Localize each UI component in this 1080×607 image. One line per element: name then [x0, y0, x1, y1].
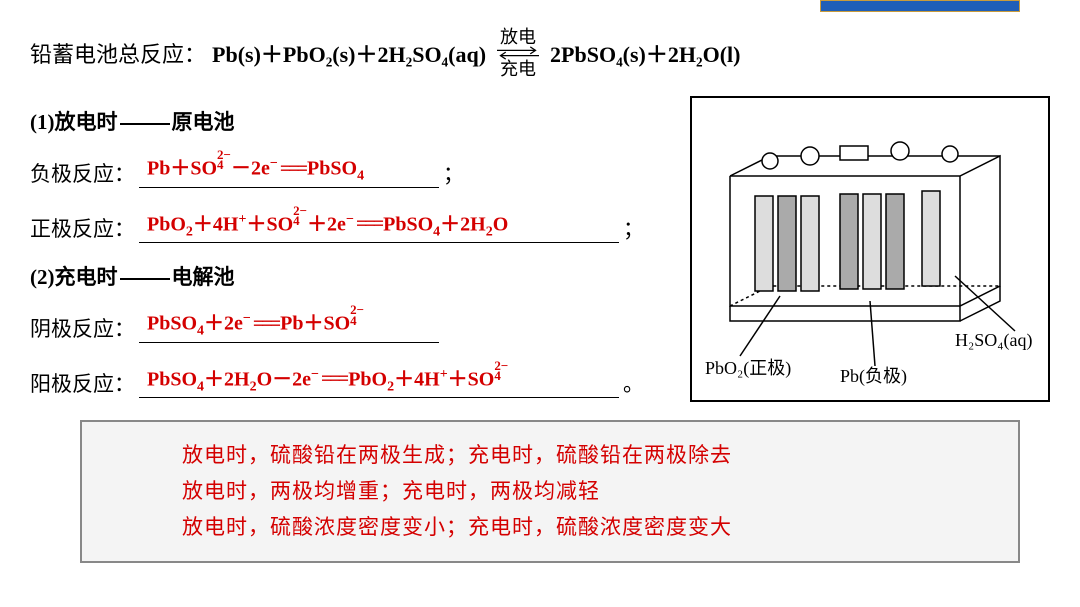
anode-label: 阳极反应：	[30, 368, 135, 398]
arrow-symbol	[492, 46, 544, 60]
cathode-line: 阴极反应： PbSO4＋2e−===Pb＋SO2−4	[30, 305, 680, 343]
diagram-label-pb: Pb(负极)	[840, 366, 907, 386]
overall-reaction: 铅蓄电池总反应： Pb(s)＋PbO₂(s)＋2H₂SO₄(aq) 放电 充电 …	[30, 28, 1050, 78]
arrow-top-label: 放电	[500, 28, 536, 46]
section-1-title: (1)放电时 原电池	[30, 106, 680, 136]
equations-column: (1)放电时 原电池 负极反应： Pb＋SO2−4－2e−===PbSO4 ； 正…	[30, 96, 680, 402]
summary-line-3: 放电时，硫酸浓度密度变小；充电时，硫酸浓度密度变大	[182, 510, 978, 546]
diagram-label-pbo2: PbO₂(正极)	[705, 358, 791, 379]
reaction-rhs: 2PbSO₄(s)＋2H₂O(l)	[550, 37, 740, 69]
top-badge	[820, 0, 1020, 12]
cathode-answer: PbSO4＋2e−===Pb＋SO2−4	[139, 305, 439, 343]
anode-answer: PbSO4＋2H2O－2e−===PbO2＋4H+＋SO2−4	[139, 361, 619, 399]
reaction-label: 铅蓄电池总反应：	[30, 37, 206, 69]
negative-punct: ；	[443, 158, 464, 188]
anode-punct: 。	[623, 368, 644, 398]
section-1-prefix: (1)放电时	[30, 110, 118, 134]
summary-line-1: 放电时，硫酸铅在两极生成；充电时，硫酸铅在两极除去	[182, 438, 978, 474]
negative-electrode-line: 负极反应： Pb＋SO2−4－2e−===PbSO4 ；	[30, 150, 680, 188]
positive-electrode-line: 正极反应： PbO2＋4H+＋SO2−4＋2e−===PbSO4＋2H2O ；	[30, 206, 680, 244]
positive-punct: ；	[623, 213, 644, 243]
section-1-suffix: 原电池	[172, 110, 235, 134]
section-2-suffix: 电解池	[172, 265, 235, 289]
negative-answer: Pb＋SO2−4－2e−===PbSO4	[139, 150, 439, 188]
positive-answer: PbO2＋4H+＋SO2−4＋2e−===PbSO4＋2H2O	[139, 206, 619, 244]
arrow-bottom-label: 充电	[500, 60, 536, 78]
summary-box: 放电时，硫酸铅在两极生成；充电时，硫酸铅在两极除去 放电时，两极均增重；充电时，…	[80, 420, 1020, 563]
negative-label: 负极反应：	[30, 158, 135, 188]
equilibrium-arrows: 放电 充电	[492, 28, 544, 78]
anode-line: 阳极反应： PbSO4＋2H2O－2e−===PbO2＋4H+＋SO2−4 。	[30, 361, 680, 399]
positive-label: 正极反应：	[30, 213, 135, 243]
battery-diagram: PbO₂(正极) Pb(负极) H₂SO₄(aq)	[690, 96, 1050, 402]
diagram-label-h2so4: H₂SO₄(aq)	[955, 330, 1033, 351]
dash-icon	[120, 278, 170, 280]
dash-icon	[120, 123, 170, 125]
section-2-title: (2)充电时 电解池	[30, 261, 680, 291]
section-2-prefix: (2)充电时	[30, 265, 118, 289]
summary-line-2: 放电时，两极均增重；充电时，两极均减轻	[182, 474, 978, 510]
cathode-label: 阴极反应：	[30, 313, 135, 343]
reaction-lhs: Pb(s)＋PbO₂(s)＋2H₂SO₄(aq)	[212, 37, 486, 69]
